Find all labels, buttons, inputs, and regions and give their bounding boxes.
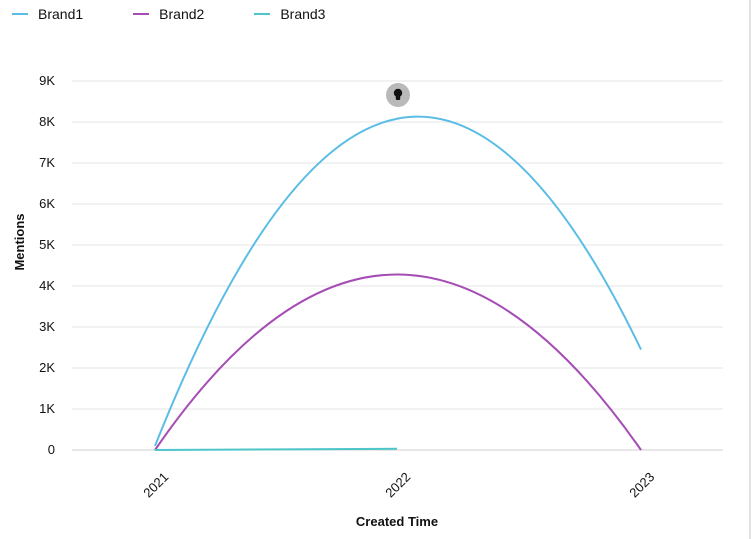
gridlines — [72, 80, 723, 451]
legend-label: Brand3 — [280, 6, 326, 22]
series-line-brand3[interactable] — [154, 447, 398, 451]
y-tick-label: 9K — [39, 73, 55, 88]
legend-item-brand3[interactable]: Brand3 — [254, 6, 325, 22]
legend-label: Brand1 — [38, 6, 84, 22]
legend-swatch — [12, 13, 28, 15]
y-tick-label: 7K — [39, 155, 55, 170]
y-tick-label: 3K — [39, 319, 55, 334]
lightbulb-icon[interactable] — [386, 83, 410, 107]
y-tick-label: 5K — [39, 237, 55, 252]
legend-label: Brand2 — [159, 6, 205, 22]
legend-item-brand1[interactable]: Brand1 — [12, 6, 83, 22]
x-tick-label: 2023 — [626, 469, 657, 500]
x-tick-label: 2021 — [140, 469, 171, 500]
legend-swatch — [133, 13, 150, 15]
x-axis-ticks: 2021 2022 2023 — [140, 469, 657, 500]
y-tick-label: 6K — [39, 196, 55, 211]
y-tick-label: 4K — [39, 278, 55, 293]
y-tick-label: 1K — [39, 401, 55, 416]
x-axis-label: Created Time — [356, 514, 438, 529]
series-line-brand1[interactable] — [154, 115, 642, 447]
x-tick-label: 2022 — [382, 469, 413, 500]
y-tick-label: 8K — [39, 114, 55, 129]
legend: Brand1 Brand2 Brand3 — [12, 6, 375, 22]
legend-swatch — [254, 13, 271, 15]
y-axis-ticks: 0 1K 2K 3K 4K 5K 6K 7K 8K 9K — [39, 73, 55, 457]
y-tick-label: 2K — [39, 360, 55, 375]
y-axis-label: Mentions — [12, 213, 27, 270]
annotation — [386, 83, 410, 107]
panel-border — [749, 0, 751, 539]
series-line-brand2[interactable] — [154, 273, 642, 451]
y-tick-label: 0 — [48, 442, 55, 457]
series-lines — [154, 115, 642, 451]
legend-item-brand2[interactable]: Brand2 — [133, 6, 204, 22]
